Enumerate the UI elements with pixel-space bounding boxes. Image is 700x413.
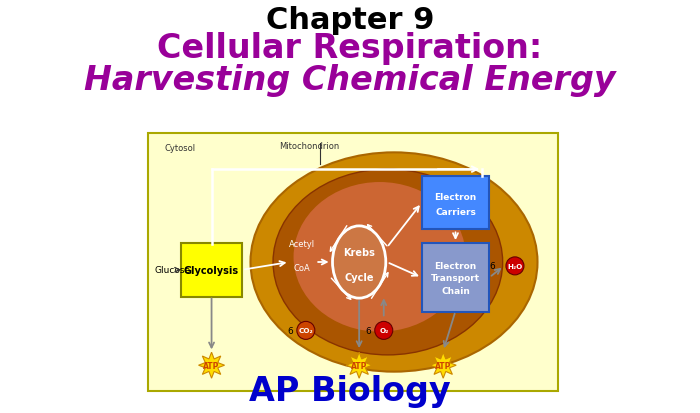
Text: O₂: O₂: [379, 328, 389, 334]
Text: CO₂: CO₂: [298, 328, 313, 334]
Text: 6: 6: [489, 262, 495, 271]
Polygon shape: [430, 352, 456, 378]
Circle shape: [506, 257, 524, 275]
Text: Chapter 9: Chapter 9: [266, 6, 434, 35]
Text: Acetyl: Acetyl: [288, 240, 315, 249]
Text: Cellular Respiration:: Cellular Respiration:: [158, 32, 542, 65]
Text: Glycolysis: Glycolysis: [184, 265, 239, 275]
Text: Krebs: Krebs: [343, 247, 375, 257]
FancyBboxPatch shape: [421, 176, 489, 230]
Circle shape: [374, 322, 393, 339]
Text: CoA: CoA: [293, 263, 310, 272]
Text: 6: 6: [365, 326, 371, 335]
Text: Carriers: Carriers: [435, 208, 476, 217]
FancyBboxPatch shape: [181, 243, 242, 297]
Polygon shape: [199, 352, 225, 378]
Text: 6: 6: [287, 326, 293, 335]
Text: Mitochondrion: Mitochondrion: [279, 141, 340, 150]
Text: H₂O: H₂O: [508, 263, 523, 269]
Polygon shape: [346, 352, 372, 378]
Text: Cytosol: Cytosol: [164, 144, 195, 153]
Text: Electron: Electron: [435, 192, 477, 202]
FancyBboxPatch shape: [148, 134, 558, 391]
Text: AP Biology: AP Biology: [249, 374, 451, 407]
Text: ATP: ATP: [351, 361, 368, 370]
Circle shape: [297, 322, 315, 339]
Text: Transport: Transport: [431, 273, 480, 282]
Ellipse shape: [251, 153, 538, 372]
Ellipse shape: [332, 226, 386, 299]
Text: Harvesting Chemical Energy: Harvesting Chemical Energy: [84, 64, 616, 97]
Text: ATP: ATP: [204, 361, 220, 370]
Text: Cycle: Cycle: [344, 273, 374, 283]
Ellipse shape: [273, 170, 503, 355]
Ellipse shape: [293, 183, 466, 332]
Text: Electron: Electron: [435, 261, 477, 270]
FancyBboxPatch shape: [421, 243, 489, 312]
Text: Chain: Chain: [441, 287, 470, 296]
Text: Glucose: Glucose: [154, 266, 190, 275]
Text: ATP: ATP: [435, 361, 452, 370]
